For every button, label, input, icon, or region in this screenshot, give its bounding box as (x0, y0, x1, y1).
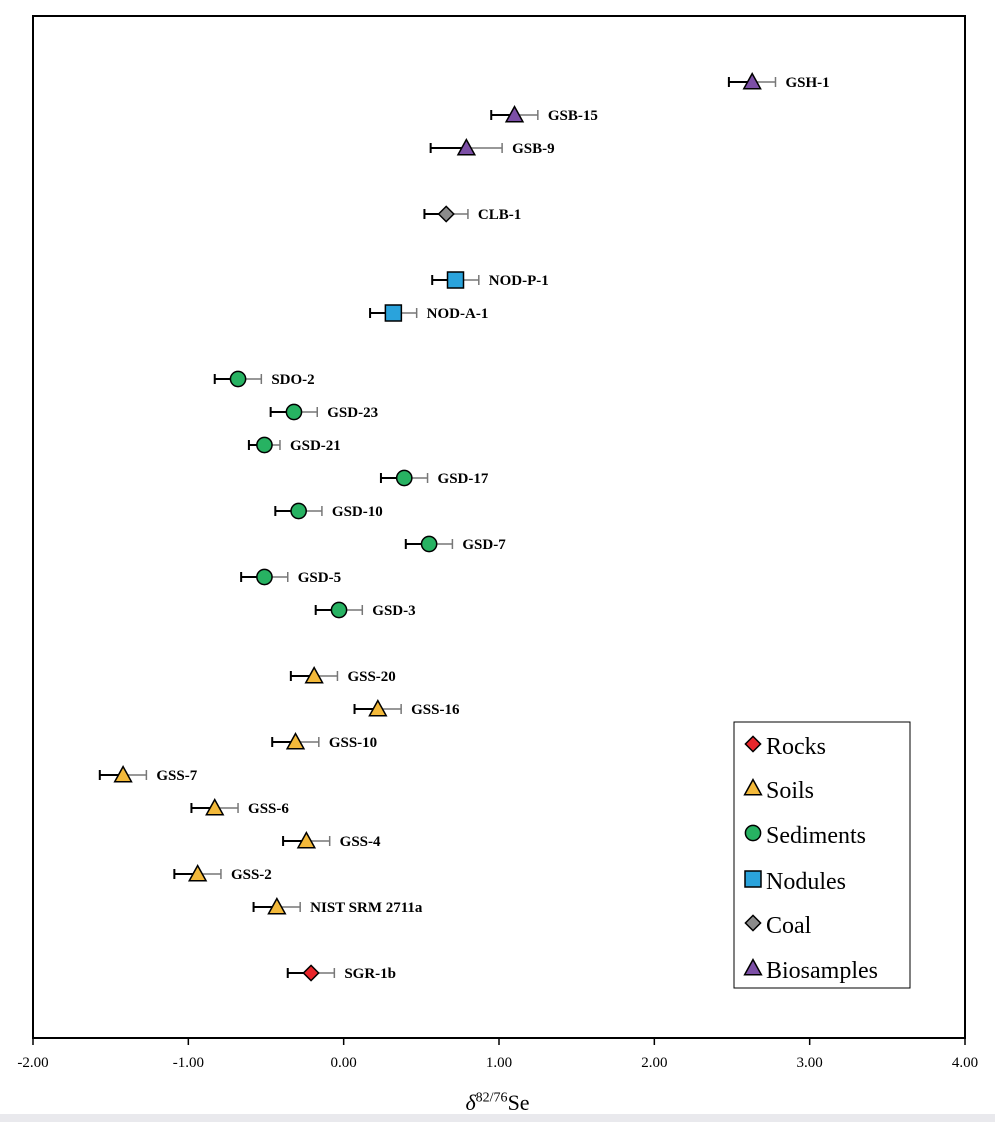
point-label-gss-2: GSS-2 (231, 867, 272, 883)
marker-gss-6 (205, 798, 225, 816)
marker-gsd-5 (256, 568, 273, 586)
legend-box (733, 721, 911, 989)
point-label-gsb-15: GSB-15 (548, 108, 598, 124)
marker-sgr-1b (302, 964, 320, 982)
x-axis-label: δ82/76Se (0, 1090, 995, 1116)
point-label-sgr-1b: SGR-1b (344, 966, 396, 982)
legend: Rocks Soils Sediments Nodules Coal Biosamples (733, 721, 911, 989)
point-label-gsd-7: GSD-7 (462, 537, 506, 553)
x-axis-label-element: Se (507, 1090, 530, 1115)
legend-label-rocks: Rocks (766, 734, 826, 760)
point-label-clb-1: CLB-1 (478, 207, 521, 223)
marker-gss-20 (304, 666, 324, 684)
legend-label-sediments: Sediments (766, 823, 866, 849)
errorbar-gsb-9 (429, 143, 503, 153)
marker-layer (113, 72, 762, 982)
marker-clb-1 (437, 205, 455, 223)
marker-gsd-3 (330, 601, 348, 619)
point-label-gsd-23: GSD-23 (327, 405, 378, 421)
point-label-nod-a-1: NOD-A-1 (427, 306, 489, 322)
marker-sdo-2 (229, 370, 247, 388)
marker-gsd-10 (290, 502, 307, 520)
point-label-gsd-17: GSD-17 (438, 471, 489, 487)
legend-marker-soils (743, 778, 763, 796)
legend-marker-nodules (744, 870, 762, 888)
point-label-gss-20: GSS-20 (347, 669, 395, 685)
marker-gss-10 (285, 732, 306, 750)
marker-gsb-9 (456, 138, 477, 156)
x-tick-label: 3.00 (797, 1055, 823, 1071)
point-label-gsd-3: GSD-3 (372, 603, 415, 619)
errorbar-layer (98, 77, 777, 978)
errorbar-nod-a-1 (369, 308, 418, 318)
legend-label-soils: Soils (766, 778, 814, 804)
marker-nod-a-1 (384, 304, 403, 322)
point-label-gsd-10: GSD-10 (332, 504, 383, 520)
marker-gss-7 (113, 765, 133, 783)
marker-gsh-1 (742, 72, 762, 90)
marker-gss-16 (368, 699, 388, 717)
point-label-gss-10: GSS-10 (329, 735, 377, 751)
x-axis-label-superscript: 82/76 (475, 1090, 508, 1106)
x-tick-label: -1.00 (173, 1055, 204, 1071)
point-label-nod-p-1: NOD-P-1 (489, 273, 549, 289)
point-label-gss-7: GSS-7 (156, 768, 197, 784)
marker-gsd-21 (256, 436, 273, 454)
window-bottom-strip (0, 1114, 995, 1122)
marker-gsd-23 (285, 403, 303, 421)
point-label-nist-srm-2711a: NIST SRM 2711a (310, 900, 423, 916)
legend-label-biosamples: Biosamples (766, 958, 878, 984)
marker-gsb-15 (504, 105, 525, 123)
x-tick-label: 4.00 (952, 1055, 978, 1071)
point-label-gss-4: GSS-4 (340, 834, 381, 850)
point-label-gsd-5: GSD-5 (298, 570, 341, 586)
marker-nod-p-1 (446, 271, 465, 289)
legend-marker-rocks (744, 735, 762, 753)
legend-marker-biosamples (743, 958, 763, 976)
marker-gss-2 (187, 864, 208, 882)
point-label-layer: GSH-1 GSB-15 GSB-9 CLB-1 NOD-P-1 NOD-A-1 SDO-2… (156, 75, 829, 982)
legend-marker-sediments (744, 824, 762, 842)
marker-gsd-7 (420, 535, 438, 553)
marker-gss-4 (296, 831, 317, 849)
point-label-gsb-9: GSB-9 (512, 141, 555, 157)
legend-marker-coal (744, 914, 762, 932)
marker-gsd-17 (395, 469, 413, 487)
point-label-gss-16: GSS-16 (411, 702, 460, 718)
x-axis-label-symbol: δ (465, 1090, 476, 1115)
x-tick-label: 1.00 (486, 1055, 512, 1071)
point-label-sdo-2: SDO-2 (271, 372, 314, 388)
point-label-gsd-21: GSD-21 (290, 438, 341, 454)
point-label-gsh-1: GSH-1 (785, 75, 829, 91)
errorbar-gss-16 (353, 704, 402, 714)
point-label-gss-6: GSS-6 (248, 801, 289, 817)
legend-label-coal: Coal (766, 913, 812, 939)
legend-label-nodules: Nodules (766, 869, 846, 895)
x-tick-label: 2.00 (641, 1055, 667, 1071)
marker-nist-srm-2711a (267, 897, 287, 915)
x-axis-ticks: -2.00 -1.00 0.00 1.00 2.00 3.00 4.00 (17, 1038, 978, 1071)
x-tick-label: 0.00 (331, 1055, 357, 1071)
x-tick-label: -2.00 (17, 1055, 48, 1071)
